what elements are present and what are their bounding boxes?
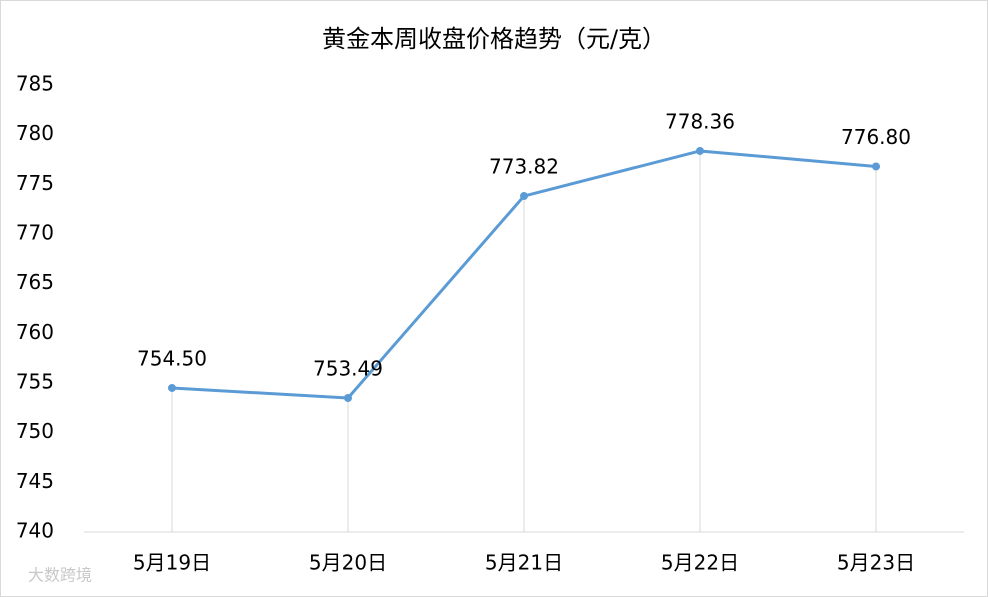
point	[168, 383, 176, 392]
data-label: 754.50	[137, 346, 207, 370]
y-tick-label: 760	[16, 320, 54, 344]
x-tick-label: 5月19日	[133, 551, 211, 575]
data-label: 778.36	[665, 109, 735, 133]
point	[696, 146, 704, 155]
y-tick-label: 770	[16, 221, 54, 245]
watermark: 大数跨境	[28, 566, 92, 585]
point	[344, 393, 352, 402]
y-tick-label: 775	[16, 171, 54, 195]
y-tick-label: 780	[16, 121, 54, 145]
chart-title: 黄金本周收盘价格趋势（元/克）	[322, 25, 666, 53]
point	[520, 192, 528, 201]
y-tick-label: 750	[16, 419, 54, 443]
y-tick-label: 785	[16, 72, 54, 96]
x-tick-label: 5月20日	[309, 551, 387, 575]
point	[872, 162, 880, 171]
data-label: 773.82	[489, 155, 559, 179]
y-tick-label: 740	[16, 519, 54, 543]
x-tick-label: 5月23日	[837, 551, 915, 575]
data-label: 776.80	[841, 125, 911, 149]
x-tick-label: 5月22日	[661, 551, 739, 575]
y-tick-label: 755	[16, 370, 54, 394]
data-label: 753.49	[313, 356, 383, 380]
y-tick-label: 745	[16, 469, 54, 493]
x-tick-label: 5月21日	[485, 551, 563, 575]
y-tick-label: 765	[16, 270, 54, 294]
